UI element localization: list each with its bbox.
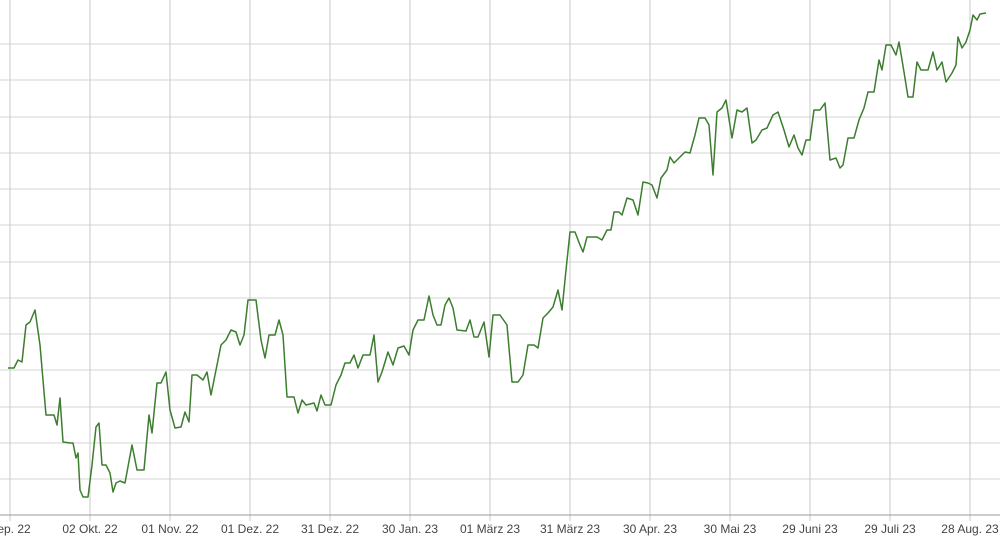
x-tick-label: 02 Okt. 22: [62, 522, 118, 536]
x-tick-label: 29 Juli 23: [864, 522, 916, 536]
x-tick-label: 28 Aug. 23: [941, 522, 999, 536]
x-tick-label: 30 Apr. 23: [623, 522, 677, 536]
x-tick-label: 30 Jan. 23: [382, 522, 438, 536]
x-tick-label: 01 Nov. 22: [141, 522, 198, 536]
x-tick-label: 30 Mai 23: [704, 522, 757, 536]
x-tick-label: 31 Dez. 22: [301, 522, 359, 536]
x-tick-label: 31 März 23: [540, 522, 600, 536]
x-tick-label: 01 März 23: [460, 522, 520, 536]
x-tick-label: Sep. 22: [0, 522, 31, 536]
plot: [8, 12, 987, 498]
line: [8, 12, 987, 498]
x-tick-label: 01 Dez. 22: [221, 522, 279, 536]
x-tick-label: 29 Juni 23: [782, 522, 838, 536]
grid: [0, 0, 1000, 521]
